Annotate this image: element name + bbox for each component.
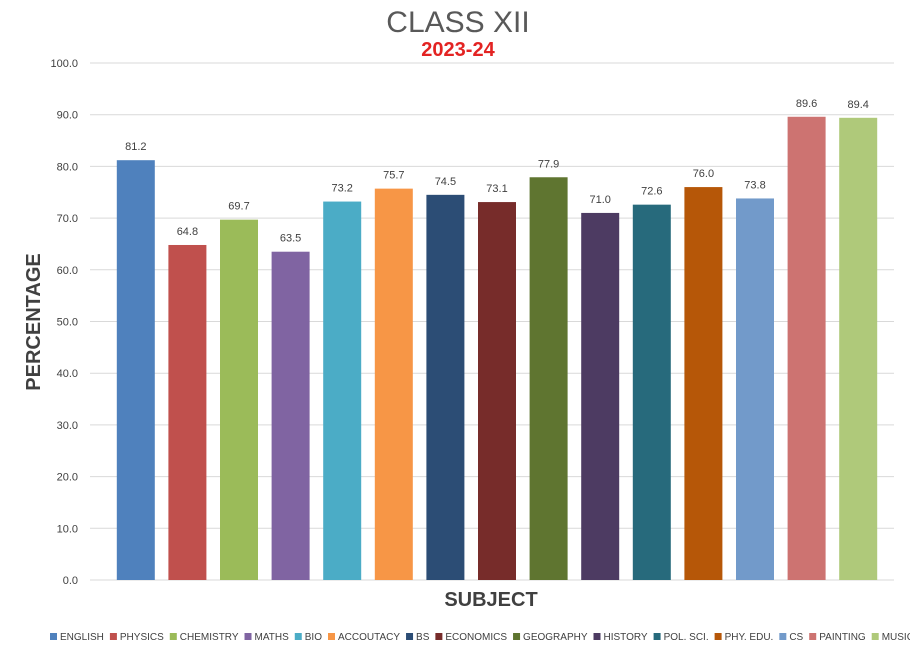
y-tick-label: 60.0 [57,265,78,277]
legend-item-label: GEOGRAPHY [523,632,588,643]
legend-item-label: HISTORY [604,632,648,643]
y-axis-ticks: 0.0 10.0 20.0 30.0 40.0 50.0 60.0 70.0 80.0 90.0 1… [50,58,78,587]
bar-bio [323,201,362,580]
data-label: 71.0 [589,194,610,206]
legend-swatch [294,633,302,640]
legend-swatch [871,633,879,640]
legend-swatch [593,633,601,640]
y-tick-label: 70.0 [57,213,78,225]
bar-phy-edu [684,187,723,580]
y-axis-title: PERCENTAGE [23,253,45,390]
bars [116,116,878,581]
legend-swatch [809,633,817,640]
legend-item-label: PAINTING [819,632,866,643]
bar-chemistry [220,219,258,580]
legend-item-label: MATHS [255,632,290,643]
legend-swatch [653,633,661,640]
data-labels: 81.2 64.8 69.7 63.5 73.2 75.7 74.5 73.1 77.9 71.0… [125,98,869,245]
legend-swatch [50,633,57,640]
data-label: 89.6 [796,98,817,110]
data-label: 75.7 [383,170,404,182]
data-label: 64.8 [177,226,198,238]
bar-bs [426,194,465,580]
legend-item-label: PHYSICS [120,632,164,643]
bar-physics [168,244,207,580]
legend-item-label: PHY. EDU. [725,632,774,643]
y-tick-label: 80.0 [57,161,78,173]
data-label: 81.2 [125,141,146,153]
legend-item-label: ENGLISH [60,632,104,643]
y-tick-label: 40.0 [57,368,78,380]
legend-swatch [779,633,787,640]
legend-item-label: BIO [305,632,322,643]
y-tick-label: 0.0 [63,575,78,587]
bar-geography [529,177,568,580]
x-axis-title: SUBJECT [444,589,537,611]
legend-swatch [327,633,335,640]
legend-item-label: CHEMISTRY [180,632,239,643]
data-label: 73.8 [744,179,765,191]
legend-item-label: BS [416,632,430,643]
data-label: 72.6 [641,186,662,198]
legend-item-label: ACCOUTACY [338,632,400,643]
legend-swatch [406,633,414,640]
data-label: 77.9 [538,158,559,170]
data-label: 73.1 [486,183,507,195]
legend-swatch [513,633,521,640]
bar-economics [478,202,516,580]
legend-item-label: MUSIC [882,632,910,643]
legend-swatch [435,633,443,640]
y-tick-label: 30.0 [57,420,78,432]
bar-maths [271,251,310,580]
bar-painting [787,116,826,580]
y-tick-label: 100.0 [50,58,78,70]
legend-item-label: ECONOMICS [445,632,507,643]
y-tick-label: 50.0 [57,317,78,329]
legend-swatch [714,633,722,640]
legend-item-label: POL. SCI. [664,632,709,643]
data-label: 89.4 [847,99,868,111]
bar-accoutacy [374,188,413,581]
data-label: 76.0 [693,168,714,180]
y-tick-label: 20.0 [57,472,78,484]
bar-music [839,117,878,580]
chart-title: CLASS XII [386,6,529,39]
bar-english [116,160,155,581]
bar-history [581,212,620,580]
legend-item-label: CS [789,632,803,643]
legend-swatch [169,633,177,640]
legend-swatch [109,633,117,640]
legend-swatch [244,633,252,640]
y-tick-label: 10.0 [57,523,78,535]
data-label: 63.5 [280,233,301,245]
legend: ENGLISH PHYSICS CHEMISTRY MATHS BIO ACCOUTACY… [50,632,910,643]
bar-pol-sci [632,204,671,580]
data-label: 73.2 [331,183,352,195]
bar-cs [736,198,774,581]
data-label: 69.7 [228,201,249,213]
data-label: 74.5 [435,176,456,188]
chart-subtitle: 2023-24 [421,39,495,61]
y-tick-label: 90.0 [57,110,78,122]
